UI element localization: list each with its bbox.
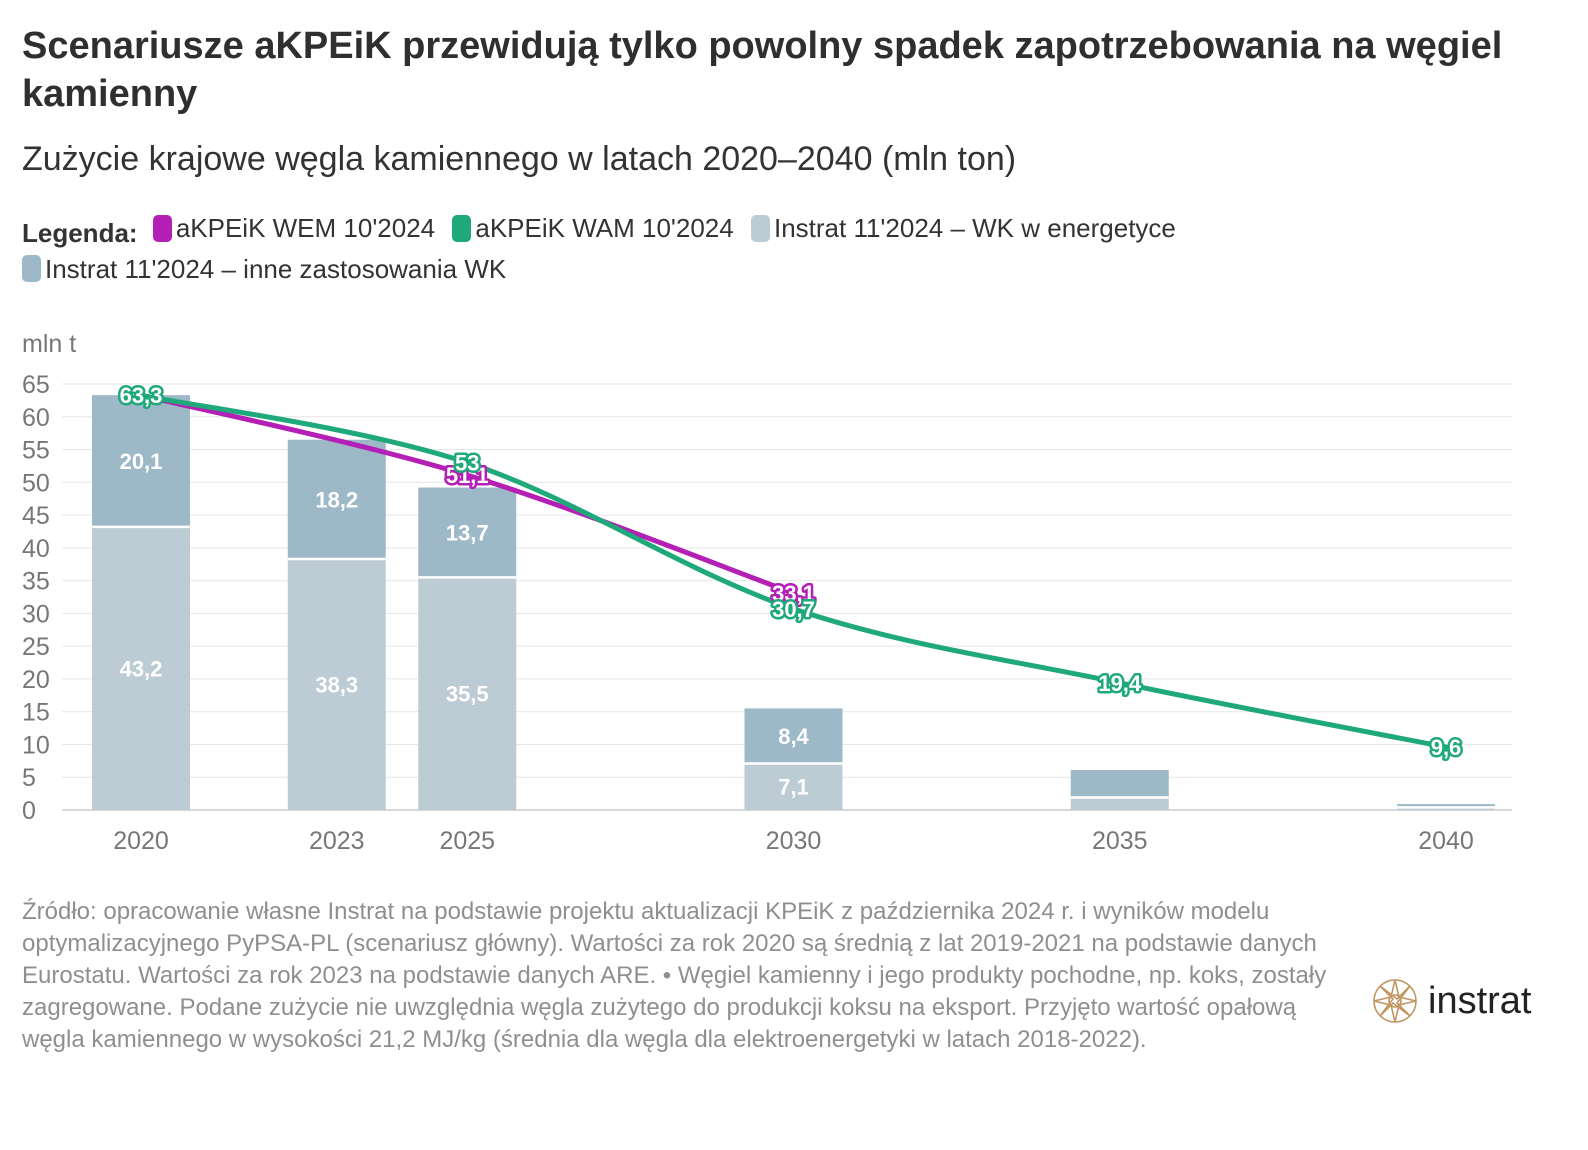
- legend-title: Legenda:: [22, 217, 138, 248]
- bar-segment-inne: [1397, 804, 1495, 808]
- y-tick-label: 65: [22, 371, 50, 399]
- legend-swatch-wem: [152, 214, 172, 242]
- y-axis-label: mln t: [22, 330, 76, 358]
- line-value-label: 63,3: [120, 383, 163, 408]
- y-axis-ticks: 0 5 10 15 20 25 30 35 40 45 50 55 60 65: [22, 371, 50, 825]
- x-tick-label: 2020: [113, 827, 169, 855]
- x-tick-label: 2035: [1092, 827, 1148, 855]
- y-tick-label: 45: [22, 502, 50, 530]
- y-tick-label: 40: [22, 535, 50, 563]
- bar-value-label: 7,1: [778, 775, 809, 800]
- legend-swatch-energetyka: [750, 214, 770, 242]
- y-tick-label: 15: [22, 699, 50, 727]
- series-lines: [138, 392, 1449, 750]
- y-tick-label: 50: [22, 469, 50, 497]
- legend-label-inne: Instrat 11'2024 – inne zastosowania WK: [45, 253, 507, 284]
- line-value-label: 51,1: [446, 463, 489, 488]
- bar-segment-inne: [287, 439, 386, 559]
- legend-label-wam: aKPEiK WAM 10'2024: [475, 213, 734, 243]
- bars: [92, 395, 1495, 810]
- line-labels: 51,1 33,1 63,3 53 30,7 19,4 9,6: [117, 381, 1464, 763]
- y-tick-label: 10: [22, 731, 50, 759]
- instrat-logo-icon: [1373, 979, 1417, 1023]
- bar-segment-inne: [92, 395, 190, 527]
- bar-labels: 43,2 20,1 38,3 18,2 35,5 13,7 7,1 8,4: [120, 449, 810, 800]
- legend-item-inne: Instrat 11'2024 – inne zastosowania WK: [22, 251, 506, 287]
- bar-segment-energetyka: [1070, 797, 1169, 810]
- x-tick-label: 2023: [309, 827, 365, 855]
- line-value-label: 33,1: [772, 581, 815, 606]
- legend-label-energetyka: Instrat 11'2024 – WK w energetyce: [773, 213, 1176, 243]
- bar-segment-inne: [1070, 770, 1169, 798]
- bar-segment-energetyka: [1397, 807, 1495, 810]
- bar-segment-energetyka: [418, 577, 517, 810]
- line-value-label: 19,4: [1098, 671, 1142, 696]
- bar-value-label: 20,1: [120, 449, 163, 474]
- bar-value-label: 8,4: [778, 724, 809, 749]
- legend-item-energetyka: Instrat 11'2024 – WK w energetyce: [750, 210, 1176, 246]
- bar-segment-inne: [418, 487, 517, 578]
- legend-swatch-wam: [452, 214, 472, 242]
- legend-item-wem: aKPEiK WEM 10'2024: [152, 210, 436, 246]
- bar-value-label: 13,7: [446, 520, 489, 545]
- legend-item-wam: aKPEiK WAM 10'2024: [452, 210, 734, 246]
- y-tick-label: 35: [22, 568, 50, 596]
- y-tick-label: 55: [22, 437, 50, 465]
- line-value-label: 53: [455, 451, 479, 476]
- bar-segment-energetyka: [92, 526, 190, 810]
- x-tick-label: 2040: [1418, 827, 1474, 855]
- y-tick-label: 0: [22, 797, 36, 825]
- bar-value-label: 43,2: [120, 656, 163, 681]
- y-tick-label: 20: [22, 666, 50, 694]
- chart-subtitle: Zużycie krajowe węgla kamiennego w latac…: [22, 140, 1017, 178]
- x-axis-ticks: 2020 2023 2025 2030 2035 2040: [113, 827, 1474, 855]
- y-tick-label: 30: [22, 600, 50, 628]
- y-tick-label: 25: [22, 633, 50, 661]
- bar-segment-energetyka: [744, 763, 843, 810]
- bar-value-label: 35,5: [446, 682, 489, 707]
- series-line-wem: [138, 392, 796, 596]
- bar-segment-inne: [744, 708, 843, 764]
- x-tick-label: 2030: [766, 827, 822, 855]
- legend: Legenda: aKPEiK WEM 10'2024 aKPEiK WAM 1…: [22, 210, 1542, 291]
- brand-logo: instrat: [1370, 976, 1531, 1026]
- brand-name: instrat: [1428, 979, 1532, 1022]
- line-value-label: 9,6: [1431, 735, 1462, 760]
- legend-label-wem: aKPEiK WEM 10'2024: [175, 213, 436, 243]
- x-tick-label: 2025: [439, 827, 495, 855]
- chart-title: Scenariusze aKPEiK przewidują tylko powo…: [22, 25, 1503, 115]
- bar-value-label: 38,3: [315, 672, 358, 697]
- source-note: Źródło: opracowanie własne Instrat na po…: [22, 898, 1327, 1053]
- bar-segment-energetyka: [287, 558, 386, 810]
- line-value-label: 30,7: [772, 597, 815, 622]
- series-line-wam: [138, 392, 1449, 750]
- y-tick-label: 5: [22, 764, 36, 792]
- y-tick-label: 60: [22, 404, 50, 432]
- legend-swatch-inne: [22, 255, 41, 282]
- bar-value-label: 18,2: [315, 487, 358, 512]
